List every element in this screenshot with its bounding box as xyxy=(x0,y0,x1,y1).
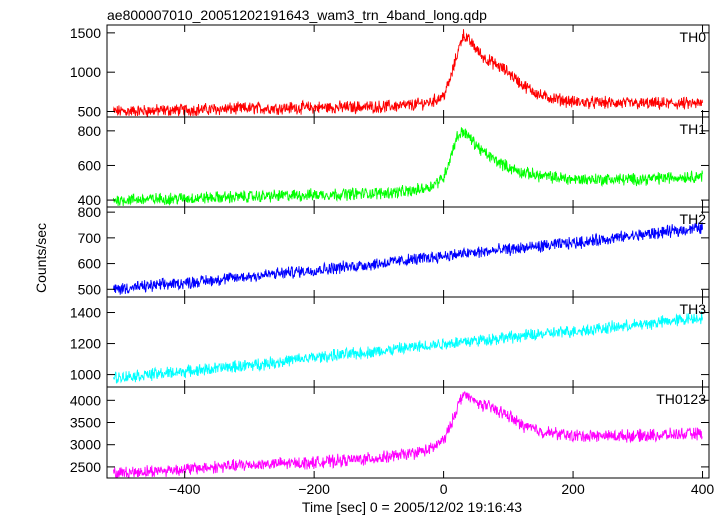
x-tick-label: 400 xyxy=(691,481,715,497)
y-tick-label: 3500 xyxy=(70,415,101,431)
panel-th3: 1000 1200 1400 TH3 xyxy=(70,296,710,388)
panel-th0: 500 1000 1500 TH0 xyxy=(70,24,710,119)
series-label-th3: TH3 xyxy=(680,301,707,317)
series-line-th2 xyxy=(113,222,703,295)
y-tick-label: 700 xyxy=(78,230,102,246)
y-tick-label: 600 xyxy=(78,157,102,173)
panel-th2: 500 600 700 800 TH2 xyxy=(78,204,710,298)
y-tick-label: 1000 xyxy=(70,367,101,383)
y-tick-label: 400 xyxy=(78,192,102,208)
y-tick-label: 1200 xyxy=(70,336,101,352)
series-label-th2: TH2 xyxy=(680,211,707,227)
y-tick-label: 3000 xyxy=(70,437,101,453)
y-tick-label: 600 xyxy=(78,256,102,272)
y-tick-label: 800 xyxy=(78,123,102,139)
y-tick-label: 1000 xyxy=(70,64,101,80)
y-axis-label: Counts/sec xyxy=(33,223,49,293)
y-tick-label: 1400 xyxy=(70,305,101,321)
y-tick-label: 500 xyxy=(78,103,102,119)
series-line-th0 xyxy=(113,29,703,117)
panel-frame-th0123 xyxy=(106,386,710,479)
y-tick-label: 2500 xyxy=(70,459,101,475)
series-line-th3 xyxy=(113,311,703,384)
series-line-th1 xyxy=(113,127,703,207)
y-tick-label: 1500 xyxy=(70,25,101,41)
panel-th1: 400 600 800 TH1 xyxy=(78,116,710,208)
x-tick-label: 200 xyxy=(561,481,585,497)
panels: 500 1000 1500 TH0 400 600 800 TH1 500 600 700 800 TH… xyxy=(70,24,715,497)
x-tick-label: 0 xyxy=(440,481,448,497)
series-label-th0: TH0 xyxy=(680,29,707,45)
panel-th0123: 2500 3000 3500 4000 TH0123 xyxy=(70,386,710,479)
x-tick-label: −200 xyxy=(298,481,330,497)
series-label-th0123: TH0123 xyxy=(656,391,706,407)
y-tick-label: 800 xyxy=(78,204,102,220)
figure-title: ae800007010_20051202191643_wam3_trn_4ban… xyxy=(107,7,487,23)
x-tick-label: −400 xyxy=(169,481,201,497)
y-tick-label: 500 xyxy=(78,281,102,297)
series-line-th0123 xyxy=(113,390,703,479)
series-label-th1: TH1 xyxy=(680,121,707,137)
x-axis-label: Time [sec] 0 = 2005/12/02 19:16:43 xyxy=(302,499,522,515)
y-tick-label: 4000 xyxy=(70,392,101,408)
